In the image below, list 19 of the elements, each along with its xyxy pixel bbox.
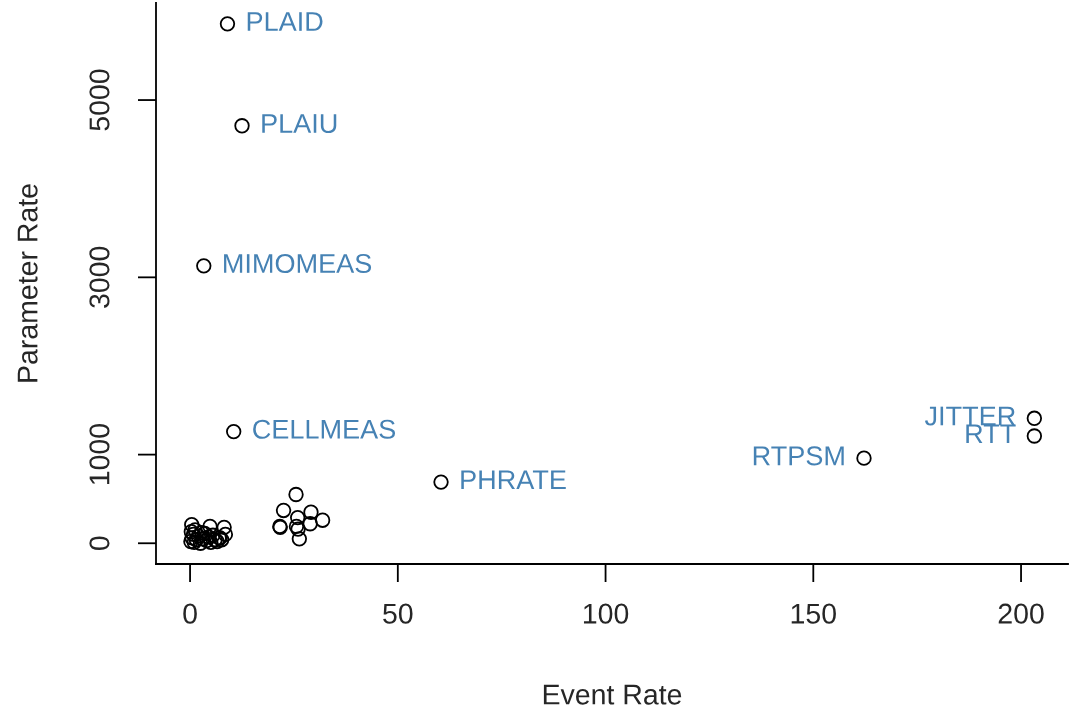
annotation: PLAID <box>247 12 323 31</box>
annotation: CELLMEAS <box>253 419 396 439</box>
x-tick-label: 50 <box>383 603 413 624</box>
y-tick-label: 5000 <box>89 69 110 131</box>
annotation: JITTER <box>924 406 1016 426</box>
y-axis-title: Parameter Rate <box>17 184 38 382</box>
x-tick-label: 150 <box>791 603 836 624</box>
annotation: RTPSM <box>753 446 844 466</box>
annotation: RTT <box>966 424 1016 444</box>
annotation: PLAIU <box>262 114 337 134</box>
x-tick-label: 100 <box>583 603 629 624</box>
annotation: MIMOMEAS <box>224 253 372 274</box>
x-tick-label: 0 <box>183 603 197 624</box>
y-tick-label: 0 <box>89 536 110 551</box>
x-axis-title: Event Rate <box>543 684 682 705</box>
x-tick-label: 200 <box>998 603 1044 624</box>
y-tick-label: 1000 <box>89 424 110 485</box>
annotation: PHRATE <box>461 470 566 490</box>
y-tick-label: 3000 <box>89 246 110 308</box>
